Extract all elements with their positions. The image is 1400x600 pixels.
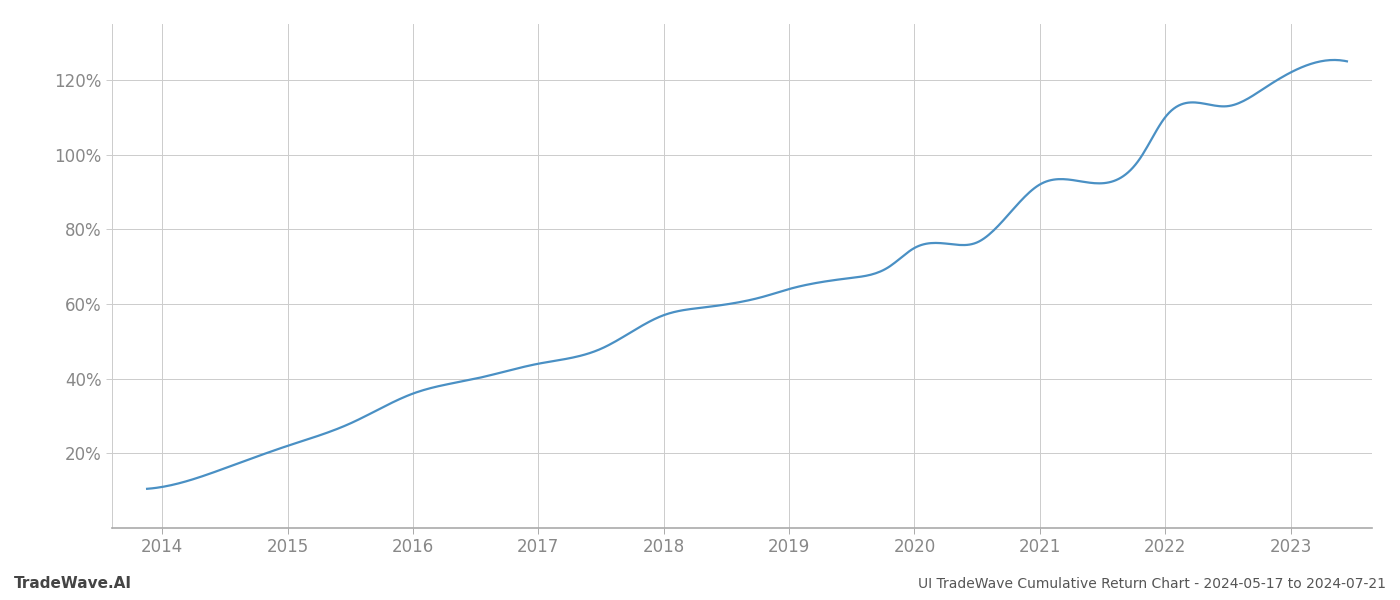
Text: TradeWave.AI: TradeWave.AI bbox=[14, 576, 132, 591]
Text: UI TradeWave Cumulative Return Chart - 2024-05-17 to 2024-07-21: UI TradeWave Cumulative Return Chart - 2… bbox=[918, 577, 1386, 591]
